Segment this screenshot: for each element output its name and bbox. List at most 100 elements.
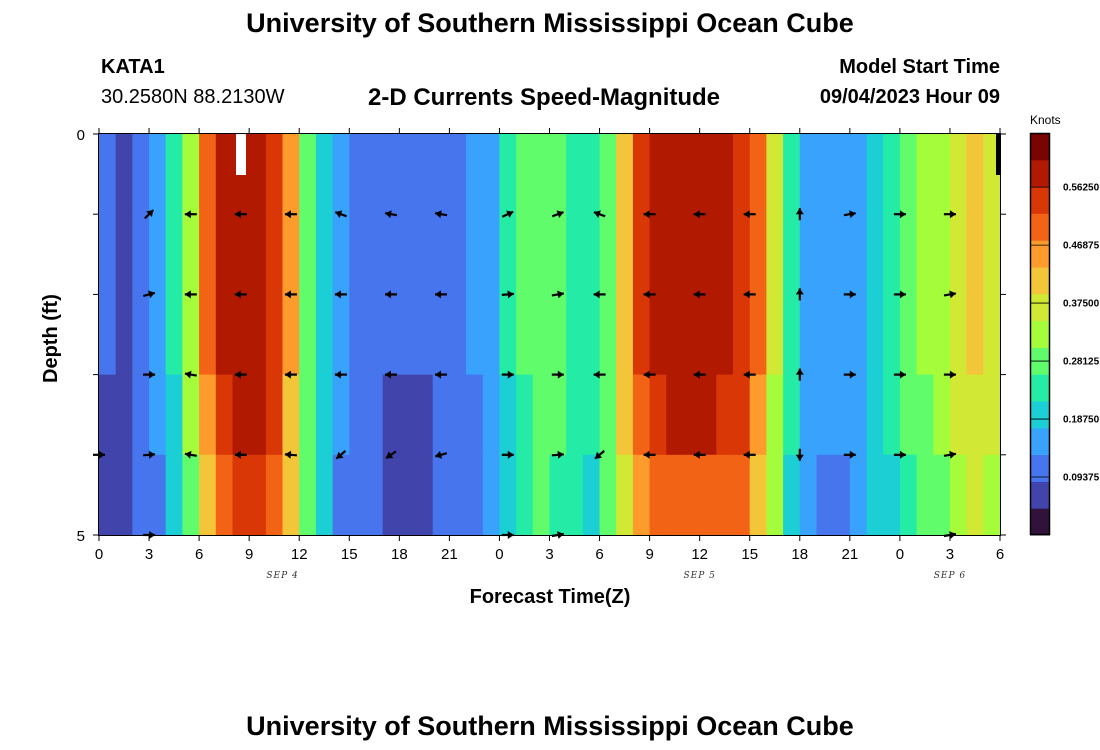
heat-cell: [416, 134, 434, 215]
data-edge: [996, 133, 1000, 175]
vector-head: [743, 290, 750, 299]
current-vector: [643, 370, 656, 379]
current-vector: [501, 370, 514, 379]
current-vector: [435, 370, 447, 379]
x-tick-label: 18: [391, 546, 408, 563]
model-start-time: 09/04/2023 Hour 09: [819, 86, 1000, 108]
heat-cell: [449, 214, 467, 295]
heat-cell: [382, 214, 400, 295]
vector-head: [795, 288, 804, 295]
vector-head: [335, 210, 343, 218]
heat-cell: [99, 214, 117, 295]
heat-cell: [899, 454, 918, 536]
heat-cell: [733, 454, 751, 536]
heat-cell: [499, 134, 517, 215]
colorbar-label: Knots: [1030, 113, 1061, 127]
vector-head: [795, 368, 804, 375]
heat-cell: [382, 294, 400, 376]
heat-cell: [899, 214, 918, 295]
heat-cell: [165, 294, 183, 376]
heat-cell: [182, 294, 200, 376]
y-axis-label: Depth (ft): [40, 294, 62, 383]
heat-cell: [349, 374, 367, 456]
heat-cell: [983, 214, 1001, 295]
vector-head: [234, 370, 241, 379]
current-vector: [284, 290, 297, 299]
heat-cell: [649, 454, 667, 536]
heat-cell: [149, 214, 167, 295]
heat-cell: [165, 374, 183, 456]
heat-cell: [449, 294, 467, 376]
heat-cell: [466, 214, 484, 295]
x-tick-label: 0: [896, 546, 904, 563]
heat-cell: [182, 454, 200, 536]
heat-cell: [916, 214, 934, 295]
heat-cell: [649, 374, 667, 456]
heat-cell: [949, 134, 968, 215]
heat-cell: [883, 294, 901, 376]
heat-cell: [315, 374, 334, 456]
heat-cell: [499, 454, 517, 536]
heat-cell: [699, 294, 717, 376]
vector-head: [386, 451, 394, 459]
heat-cell: [749, 374, 767, 456]
vector-head: [849, 210, 856, 219]
heat-cell: [399, 374, 417, 456]
current-vector: [743, 290, 756, 299]
heat-cell: [649, 134, 667, 215]
heat-cell: [599, 454, 617, 536]
current-vector: [795, 368, 804, 381]
heat-cell: [833, 134, 851, 215]
heat-cell: [833, 374, 851, 456]
heat-cell: [516, 214, 534, 295]
heat-cell: [215, 294, 234, 376]
heat-cell: [749, 214, 767, 295]
y-tick-label: 0: [77, 127, 85, 144]
chart-title: 2-D Currents Speed-Magnitude: [368, 84, 721, 111]
heat-cell: [833, 214, 851, 295]
colorbar-segment: [1030, 267, 1050, 295]
current-vector: [551, 370, 564, 379]
colorbar-segment: [1030, 186, 1050, 214]
page-title: University of Southern Mississippi Ocean…: [246, 8, 854, 38]
heat-cell: [149, 294, 167, 376]
station-coords: 30.2580N 88.2130W: [101, 86, 285, 108]
vector-head: [184, 210, 191, 219]
heat-cell: [115, 294, 133, 376]
current-vector: [693, 450, 706, 459]
heat-cell: [799, 294, 818, 376]
heat-cell: [716, 134, 734, 215]
heat-cell: [549, 454, 567, 536]
heat-cell: [165, 134, 183, 215]
colorbar-segment: [1030, 508, 1050, 536]
heat-cell: [933, 294, 951, 376]
heat-cell: [599, 134, 617, 215]
vector-head: [643, 290, 650, 299]
data-gap: [236, 133, 246, 175]
heat-cell: [366, 454, 384, 536]
vector-head: [899, 210, 906, 219]
colorbar-segment: [1030, 213, 1050, 241]
vector-head: [849, 290, 856, 299]
x-tick-label: 21: [841, 546, 858, 563]
heat-cell: [549, 374, 567, 456]
heat-cell: [883, 454, 901, 536]
heat-cell: [366, 374, 384, 456]
heat-cell: [983, 374, 1001, 456]
x-tick-label: 9: [645, 546, 653, 563]
heat-cell: [249, 294, 267, 376]
x-tick-label: 12: [291, 546, 308, 563]
current-vector: [743, 210, 756, 219]
heat-cell: [949, 454, 968, 536]
current-vector: [435, 450, 448, 459]
heat-cell: [799, 214, 818, 295]
heat-cell: [249, 134, 267, 215]
heat-cell: [449, 454, 467, 536]
vector-head: [334, 370, 341, 379]
vector-head: [148, 450, 155, 459]
current-vector: [693, 370, 706, 379]
heat-cell: [883, 134, 901, 215]
heat-cell: [215, 374, 234, 456]
heat-cell: [766, 134, 784, 215]
vector-head: [507, 370, 514, 379]
